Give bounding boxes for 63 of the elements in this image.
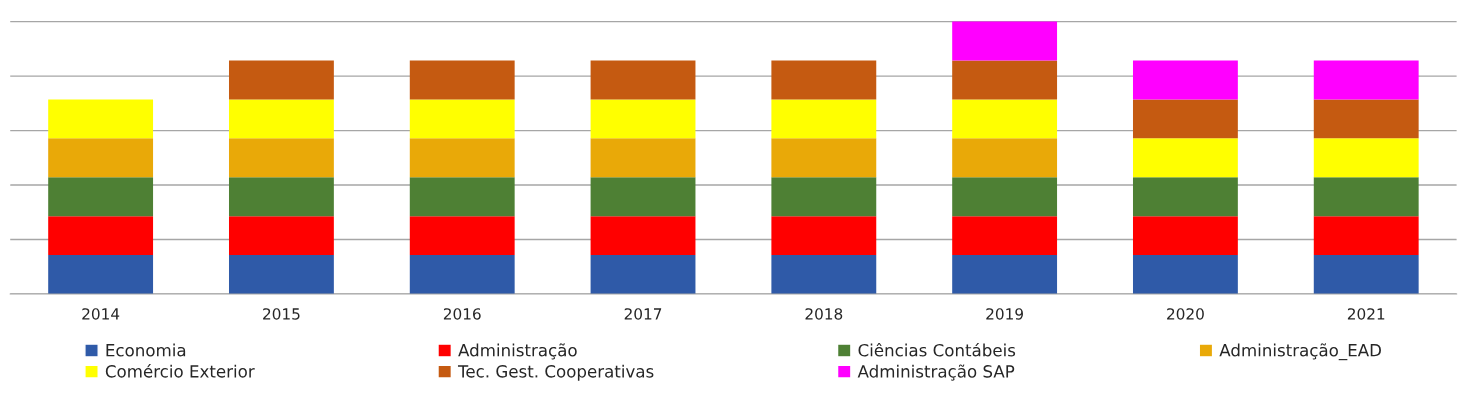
bar [590, 216, 696, 256]
bar [771, 99, 877, 139]
bar [1313, 216, 1419, 256]
x-tick-label: 2015 [263, 308, 300, 320]
legend-label: Comércio Exterior [105, 364, 255, 378]
bar [1313, 255, 1419, 294]
bar [1132, 255, 1238, 294]
bar [1132, 216, 1238, 256]
bar [48, 99, 154, 139]
bar [409, 138, 515, 178]
x-tick-label: 2020 [1167, 308, 1204, 320]
legend-label: Economia [106, 343, 186, 357]
bar [409, 60, 515, 100]
bar [409, 177, 515, 217]
bar [952, 60, 1058, 100]
x-tick-label: 2016 [443, 308, 481, 320]
bar [409, 99, 515, 139]
bar [1132, 60, 1238, 100]
bar [590, 99, 696, 139]
bar [1313, 99, 1419, 139]
bar [952, 216, 1058, 256]
bar [952, 21, 1058, 61]
bar [590, 255, 696, 294]
x-tick-label: 2018 [805, 308, 843, 320]
bar [1132, 99, 1238, 139]
bar [771, 255, 877, 294]
bar [590, 177, 696, 217]
bar [48, 138, 154, 178]
bar [590, 138, 696, 178]
bar [771, 138, 877, 178]
bar [952, 177, 1058, 217]
bar [1313, 60, 1419, 100]
x-tick-label: 2014 [82, 308, 120, 320]
bar [409, 255, 515, 294]
x-tick-label: 2019 [986, 308, 1023, 320]
legend-label: Administração_EAD [1219, 343, 1381, 361]
legend-label: Tec. Gest. Cooperativas [457, 364, 654, 381]
bar [228, 138, 334, 178]
bar [409, 216, 515, 256]
bar [228, 177, 334, 217]
bar [1313, 138, 1419, 178]
bar [228, 255, 334, 294]
bar [228, 216, 334, 256]
x-tick-label: 2017 [624, 308, 662, 320]
bar [48, 255, 154, 294]
bar [952, 138, 1058, 178]
legend-label: Ciências Contábeis [858, 342, 1016, 357]
bar [1132, 177, 1238, 217]
legend-label: Administração [458, 343, 577, 360]
legend-label: Administração SAP [857, 364, 1015, 381]
bar [1132, 138, 1238, 178]
bar [952, 99, 1058, 139]
bar [1313, 177, 1419, 217]
bar [771, 177, 877, 217]
bar [48, 177, 154, 217]
bar [771, 60, 877, 100]
x-tick-label: 2021 [1347, 308, 1385, 320]
bar [48, 216, 154, 256]
bar [590, 60, 696, 100]
bar [952, 255, 1058, 294]
bar [228, 99, 334, 139]
bar [228, 60, 334, 100]
bar [771, 216, 877, 256]
